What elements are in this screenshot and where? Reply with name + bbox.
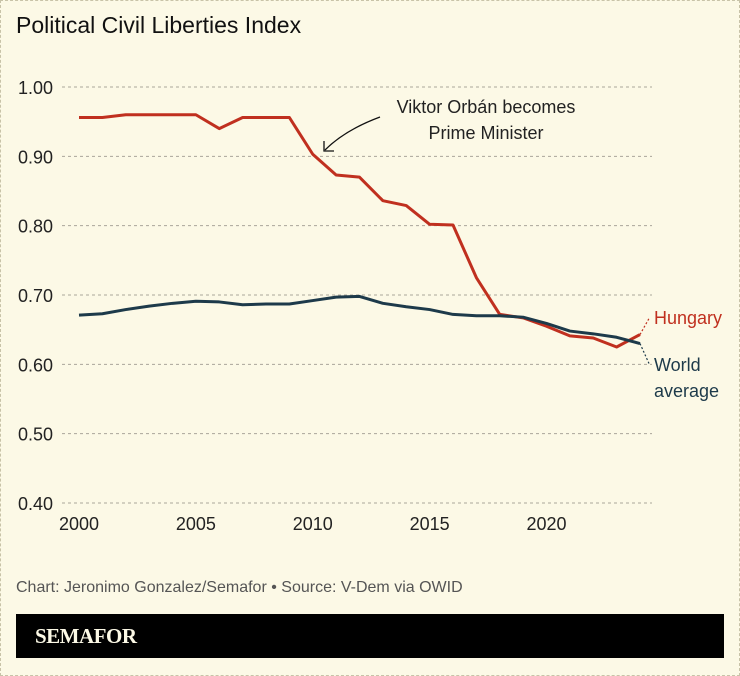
- annotation-arrow: [324, 116, 381, 151]
- y-tick-label: 0.70: [18, 286, 53, 306]
- world-average-line: [78, 294, 641, 345]
- x-tick-label: 2005: [176, 514, 216, 534]
- y-tick-label: 0.60: [18, 355, 53, 375]
- y-tick-label: 0.90: [18, 147, 53, 167]
- chart-title: Political Civil Liberties Index: [16, 12, 302, 38]
- hungary-label: Hungary: [654, 308, 722, 328]
- x-tick-label: 2020: [526, 514, 566, 534]
- y-tick-label: 1.00: [18, 78, 53, 98]
- arrowhead-icon: [323, 141, 334, 152]
- hungary-leader-line: [639, 318, 650, 335]
- y-tick-label: 0.40: [18, 494, 53, 514]
- x-tick-label: 2000: [59, 514, 99, 534]
- hungary-line: [79, 113, 641, 349]
- brand-bar: SEMAFOR: [16, 614, 724, 658]
- line-chart: 1.00 0.90 0.80 0.70 0.60 0.50 0.40 2000 2005 2010…: [18, 78, 722, 534]
- world-label-line2: average: [654, 381, 719, 401]
- x-tick-label: 2010: [293, 514, 333, 534]
- annotation-line2: Prime Minister: [428, 123, 543, 143]
- y-tick-label: 0.50: [18, 425, 53, 445]
- world-label-line1: World: [654, 355, 701, 375]
- y-tick-label: 0.80: [18, 217, 53, 237]
- annotation-line1: Viktor Orbán becomes: [397, 97, 576, 117]
- world-leader-line: [639, 343, 650, 364]
- source-credit: Chart: Jeronimo Gonzalez/Semafor • Sourc…: [16, 579, 463, 596]
- x-tick-label: 2015: [410, 514, 450, 534]
- semafor-logo: SEMAFOR: [35, 624, 137, 648]
